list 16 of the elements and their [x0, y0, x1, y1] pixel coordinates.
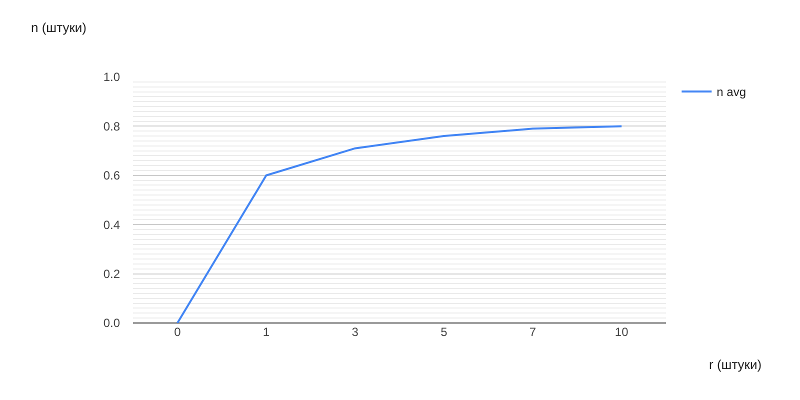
y-tick-label: 0.2	[103, 267, 120, 281]
x-tick-label: 0	[174, 325, 182, 339]
legend-label: n avg	[716, 85, 746, 100]
line-series	[176, 125, 623, 323]
x-tick-label: 5	[440, 325, 448, 339]
y-tick-label: 0.4	[103, 218, 120, 232]
y-tick-label: 1.0	[103, 70, 120, 84]
y-tick-label: 0.6	[103, 168, 120, 183]
x-tick-label: 7	[529, 325, 536, 339]
x-tick-label: 1	[262, 325, 270, 339]
y-tick-label: 0.8	[103, 119, 120, 134]
y-axis-title: n (штуки)	[31, 20, 86, 35]
y-tick-label: 0.0	[103, 316, 120, 330]
x-axis-title: r (штуки)	[709, 357, 762, 372]
x-tick-label: 3	[352, 325, 359, 339]
x-tick-label: 10	[614, 325, 629, 339]
